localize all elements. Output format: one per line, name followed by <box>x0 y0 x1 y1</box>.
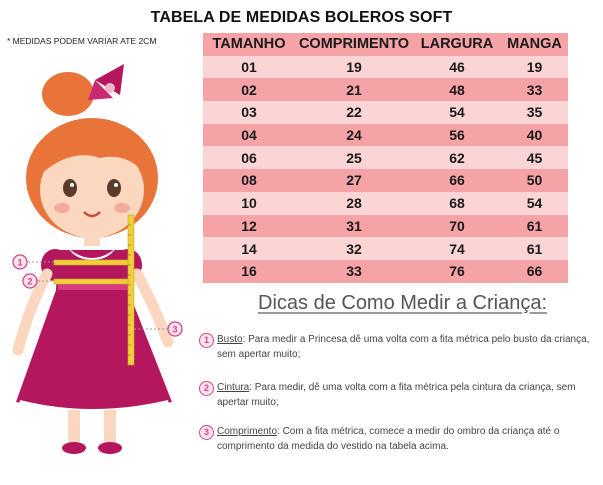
cell-manga: 35 <box>526 104 543 121</box>
header-tamanho: TAMANHO <box>212 36 286 53</box>
table-row: 16 33 76 66 <box>203 259 568 283</box>
cell-largura: 62 <box>449 149 465 166</box>
cell-largura: 76 <box>449 263 465 280</box>
table-row: 10 28 68 54 <box>203 191 568 215</box>
cell-comprimento: 32 <box>346 240 362 257</box>
tip-text: Comprimento: Com a fita métrica, comece … <box>217 425 594 454</box>
cell-comprimento: 24 <box>346 127 362 144</box>
tips-title: Dicas de Como Medir a Criança: <box>258 292 547 314</box>
cell-tamanho: 01 <box>241 59 257 76</box>
cell-tamanho: 08 <box>241 172 257 189</box>
cell-comprimento: 19 <box>346 59 362 76</box>
cell-manga: 66 <box>526 263 543 280</box>
cell-comprimento: 28 <box>346 195 362 212</box>
tip-cintura: 2 Cintura: Para medir, dê uma volta com … <box>199 381 594 410</box>
size-table: TAMANHO COMPRIMENTO LARGURA MANGA 01 19 … <box>203 33 568 283</box>
table-row: 01 19 46 19 <box>203 55 568 79</box>
cell-comprimento: 25 <box>346 149 362 166</box>
tip-keyword: Cintura <box>217 382 250 393</box>
marker-3: 3 <box>167 321 183 337</box>
cell-comprimento: 22 <box>346 104 362 121</box>
cell-manga: 61 <box>526 217 543 234</box>
table-row: 04 24 56 40 <box>203 123 568 147</box>
cell-manga: 19 <box>526 59 543 76</box>
cell-manga: 61 <box>526 240 543 257</box>
tip-busto: 1 Busto: Para medir a Princesa dê uma vo… <box>199 333 594 362</box>
cell-tamanho: 10 <box>241 195 257 212</box>
table-row: 06 25 62 45 <box>203 146 568 170</box>
svg-text:1: 1 <box>17 258 22 268</box>
cell-manga: 45 <box>526 149 543 166</box>
svg-text:2: 2 <box>27 277 32 287</box>
header-comprimento: COMPRIMENTO <box>298 36 410 53</box>
cell-tamanho: 04 <box>241 127 257 144</box>
table-header-row: TAMANHO COMPRIMENTO LARGURA MANGA <box>203 33 568 56</box>
cell-manga: 33 <box>526 81 543 98</box>
tip-text: Busto: Para medir a Princesa dê uma volt… <box>217 333 594 362</box>
tip-body: : Para medir, dê uma volta com a fita mé… <box>217 382 576 408</box>
cell-tamanho: 02 <box>241 81 257 98</box>
tip-body: : Para medir a Princesa dê uma volta com… <box>217 334 590 360</box>
cell-largura: 46 <box>449 59 465 76</box>
cell-manga: 40 <box>526 127 543 144</box>
svg-text:3: 3 <box>172 325 177 335</box>
cell-tamanho: 12 <box>241 217 257 234</box>
girl-illustration: 1 2 3 <box>12 64 183 454</box>
table-row: 12 31 70 61 <box>203 214 568 238</box>
header-largura: LARGURA <box>420 36 494 53</box>
cell-tamanho: 06 <box>241 149 257 166</box>
marker-2: 2 <box>22 273 38 289</box>
table-row: 02 21 48 33 <box>203 78 568 102</box>
cell-comprimento: 33 <box>346 263 362 280</box>
cell-comprimento: 27 <box>346 172 362 189</box>
tip-text: Cintura: Para medir, dê uma volta com a … <box>217 381 594 410</box>
tip-keyword: Comprimento <box>217 426 278 437</box>
tip-body: : Com a fita métrica, comece a medir do … <box>217 426 560 452</box>
cell-tamanho: 14 <box>241 240 257 257</box>
number-1-icon: 1 <box>199 333 214 348</box>
cell-comprimento: 21 <box>346 81 362 98</box>
marker-1: 1 <box>12 254 28 270</box>
tip-keyword: Busto <box>217 334 243 345</box>
table-row: 08 27 66 50 <box>203 169 568 192</box>
cell-largura: 74 <box>449 240 465 257</box>
cell-largura: 68 <box>449 195 465 212</box>
cell-tamanho: 03 <box>241 104 257 121</box>
number-3-icon: 3 <box>199 425 214 440</box>
cell-largura: 70 <box>449 217 465 234</box>
cell-comprimento: 31 <box>346 217 362 234</box>
page-title: TABELA DE MEDIDAS BOLEROS SOFT <box>150 9 453 26</box>
header-manga: MANGA <box>507 36 562 53</box>
tip-comprimento: 3 Comprimento: Com a fita métrica, comec… <box>199 425 594 454</box>
table-row: 03 22 54 35 <box>203 101 568 124</box>
cell-manga: 54 <box>526 195 543 212</box>
size-variation-note: * MEDIDAS PODEM VARIAR ATE 2CM <box>7 36 157 46</box>
table-row: 14 32 74 61 <box>203 237 568 260</box>
cell-manga: 50 <box>526 172 543 189</box>
cell-largura: 54 <box>449 104 465 121</box>
cell-largura: 48 <box>449 81 465 98</box>
cell-largura: 66 <box>449 172 465 189</box>
number-2-icon: 2 <box>199 381 214 396</box>
cell-largura: 56 <box>449 127 465 144</box>
cell-tamanho: 16 <box>241 263 257 280</box>
